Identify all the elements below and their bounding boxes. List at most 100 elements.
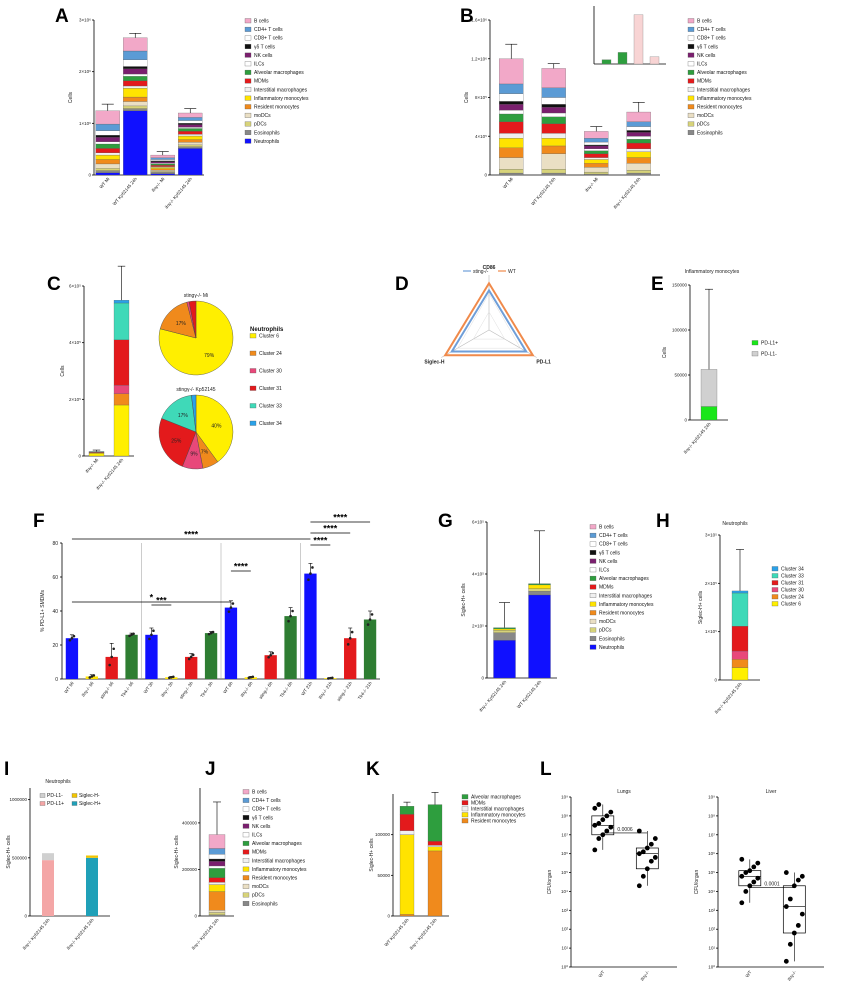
legend-label: NK cells <box>697 53 716 59</box>
data-point <box>251 675 255 679</box>
legend-swatch-cluster-31 <box>249 385 257 391</box>
x-tick-label: ifnγ-/- Kp52145 24h <box>164 176 193 210</box>
y-tick-label: 200000 <box>182 867 198 872</box>
legend-swatch-cluster-30 <box>249 368 257 374</box>
bar-segment-mdms <box>208 877 226 883</box>
legend-label: CD4+ T cells <box>252 798 281 804</box>
legend-label: Interstitial macrophages <box>254 87 308 93</box>
data-point <box>596 836 602 841</box>
legend-label: γδ T cells <box>599 550 621 556</box>
legend-swatch-ilcs <box>242 832 250 838</box>
x-tick-label: WT Kp52145 24h <box>112 176 139 206</box>
legend-swatch-b-cells <box>589 524 597 530</box>
bar-segment-resident-monocytes <box>123 96 148 102</box>
panel-label-e: E <box>651 274 664 295</box>
bar-segment-cluster-30 <box>113 385 130 394</box>
y-tick-label: 10² <box>561 927 568 932</box>
bar-segment-t-cells <box>95 135 120 138</box>
data-point <box>644 866 650 872</box>
bar-segment-inflammatory-monocytes <box>178 135 203 140</box>
data-point <box>211 630 215 634</box>
significance-label: * <box>150 593 154 603</box>
legend-swatch-cd8-t-cells <box>589 541 597 547</box>
data-point <box>652 836 658 841</box>
y-tick-label: 10⁰ <box>561 965 568 970</box>
bar <box>264 655 277 679</box>
legend-swatch-eosinophils <box>242 901 250 906</box>
bar-segment-alveolar-macrophages <box>528 583 551 586</box>
y-tick-label: 0 <box>24 914 27 919</box>
legend-swatch-alveolar-macrophages <box>589 575 597 581</box>
bar-segment-t-cells <box>499 101 524 105</box>
panel-b: 0 4×10⁵ 8×10⁵ 1.2×10⁶ 1.6×10⁶ Cells WT Mi WT Kp… <box>464 6 752 210</box>
legend-swatch-pdcs <box>242 892 250 898</box>
bar-segment-modcs <box>95 163 120 169</box>
bar-segment-cd8-t-cells <box>626 126 651 131</box>
data-point <box>791 883 797 889</box>
legend-swatch-nk-cells <box>242 823 250 829</box>
box <box>782 885 806 934</box>
legend-label: Cluster 33 <box>259 404 282 410</box>
legend-label: NK cells <box>252 824 271 830</box>
pie-slice-cluster-34 <box>191 394 197 433</box>
bar-segment-alveolar-macrophages <box>123 76 148 81</box>
legend-swatch-t-cells <box>687 44 695 49</box>
bar-segment-nk-cells <box>150 161 175 164</box>
data-point <box>110 655 113 659</box>
legend-label: Neutrophils <box>599 645 625 651</box>
legend-swatch-ilcs <box>589 567 597 573</box>
legend-label: Eosinophils <box>697 130 723 136</box>
x-tick-label: ifnγ-/- Kp52145 24h <box>22 917 51 951</box>
radar-axis-label: PD-L1 <box>536 360 551 366</box>
legend-label: PD-L1+ <box>47 801 64 807</box>
bar-segment-pdcs <box>584 171 609 175</box>
bar-segment-eosinophils <box>528 591 551 596</box>
panel-label-b: B <box>460 6 474 27</box>
bar-segment-ilcs <box>178 127 203 129</box>
legend-swatch-pdcs <box>244 121 252 127</box>
bar-segment-alveolar-macrophages <box>499 113 524 122</box>
legend-label: MDMs <box>254 79 269 85</box>
x-tick-label: WT <box>598 970 606 979</box>
bar-segment-interstitial-macrophages <box>123 85 148 89</box>
bar-segment-alveolar-macrophages <box>95 143 120 149</box>
bar-segment-interstitial-macrophages <box>399 830 415 835</box>
bar-segment-nk-cells <box>626 132 651 137</box>
data-point <box>150 633 153 637</box>
y-tick-label: 10⁴ <box>708 889 715 894</box>
y-axis-label: CFU/organ <box>694 870 700 895</box>
bar-segment-pdcs <box>626 170 651 174</box>
data-point <box>743 889 749 894</box>
y-axis-label: CFU/organ <box>547 870 553 895</box>
legend-label: pDCs <box>697 122 710 128</box>
legend-swatch-inflammatory-monocytes <box>461 812 469 818</box>
legend-swatch-inflammatory-monocytes <box>589 601 597 607</box>
legend-label: γδ T cells <box>252 815 274 821</box>
pie-slice-cluster-31 <box>188 300 197 339</box>
legend-swatch-interstitial-macrophages <box>687 87 695 92</box>
data-point <box>112 647 115 651</box>
legend-label: pDCs <box>599 628 612 634</box>
significance-label: *** <box>156 596 167 606</box>
bar <box>105 656 118 679</box>
data-point <box>148 637 151 641</box>
x-tick-label: WT Kp52145 24h <box>530 176 557 206</box>
radar-spoke <box>488 329 537 358</box>
y-tick-label: 4×10⁵ <box>475 134 487 139</box>
bar-segment-siglec-h <box>86 855 98 858</box>
bar-segment-cd4-t-cells <box>123 50 148 60</box>
y-tick-label: 60 <box>52 575 58 581</box>
bar-segment-nk-cells <box>541 107 566 114</box>
legend-label: Cluster 31 <box>259 386 282 392</box>
bar-segment-pdcs <box>95 168 120 171</box>
bar-segment-b-cells <box>584 131 609 139</box>
data-point <box>799 873 805 879</box>
legend-label: B cells <box>252 790 267 796</box>
x-tick-label: ifnγ-/- Mi <box>151 176 166 192</box>
y-axis-label: Siglec-H+ cells <box>6 835 12 869</box>
y-tick-label: 10³ <box>561 908 568 913</box>
panel-label-d: D <box>395 274 409 295</box>
legend-label: ILCs <box>599 568 610 574</box>
legend-label: Cluster 30 <box>781 588 804 594</box>
legend-swatch-siglec-h <box>71 801 78 806</box>
